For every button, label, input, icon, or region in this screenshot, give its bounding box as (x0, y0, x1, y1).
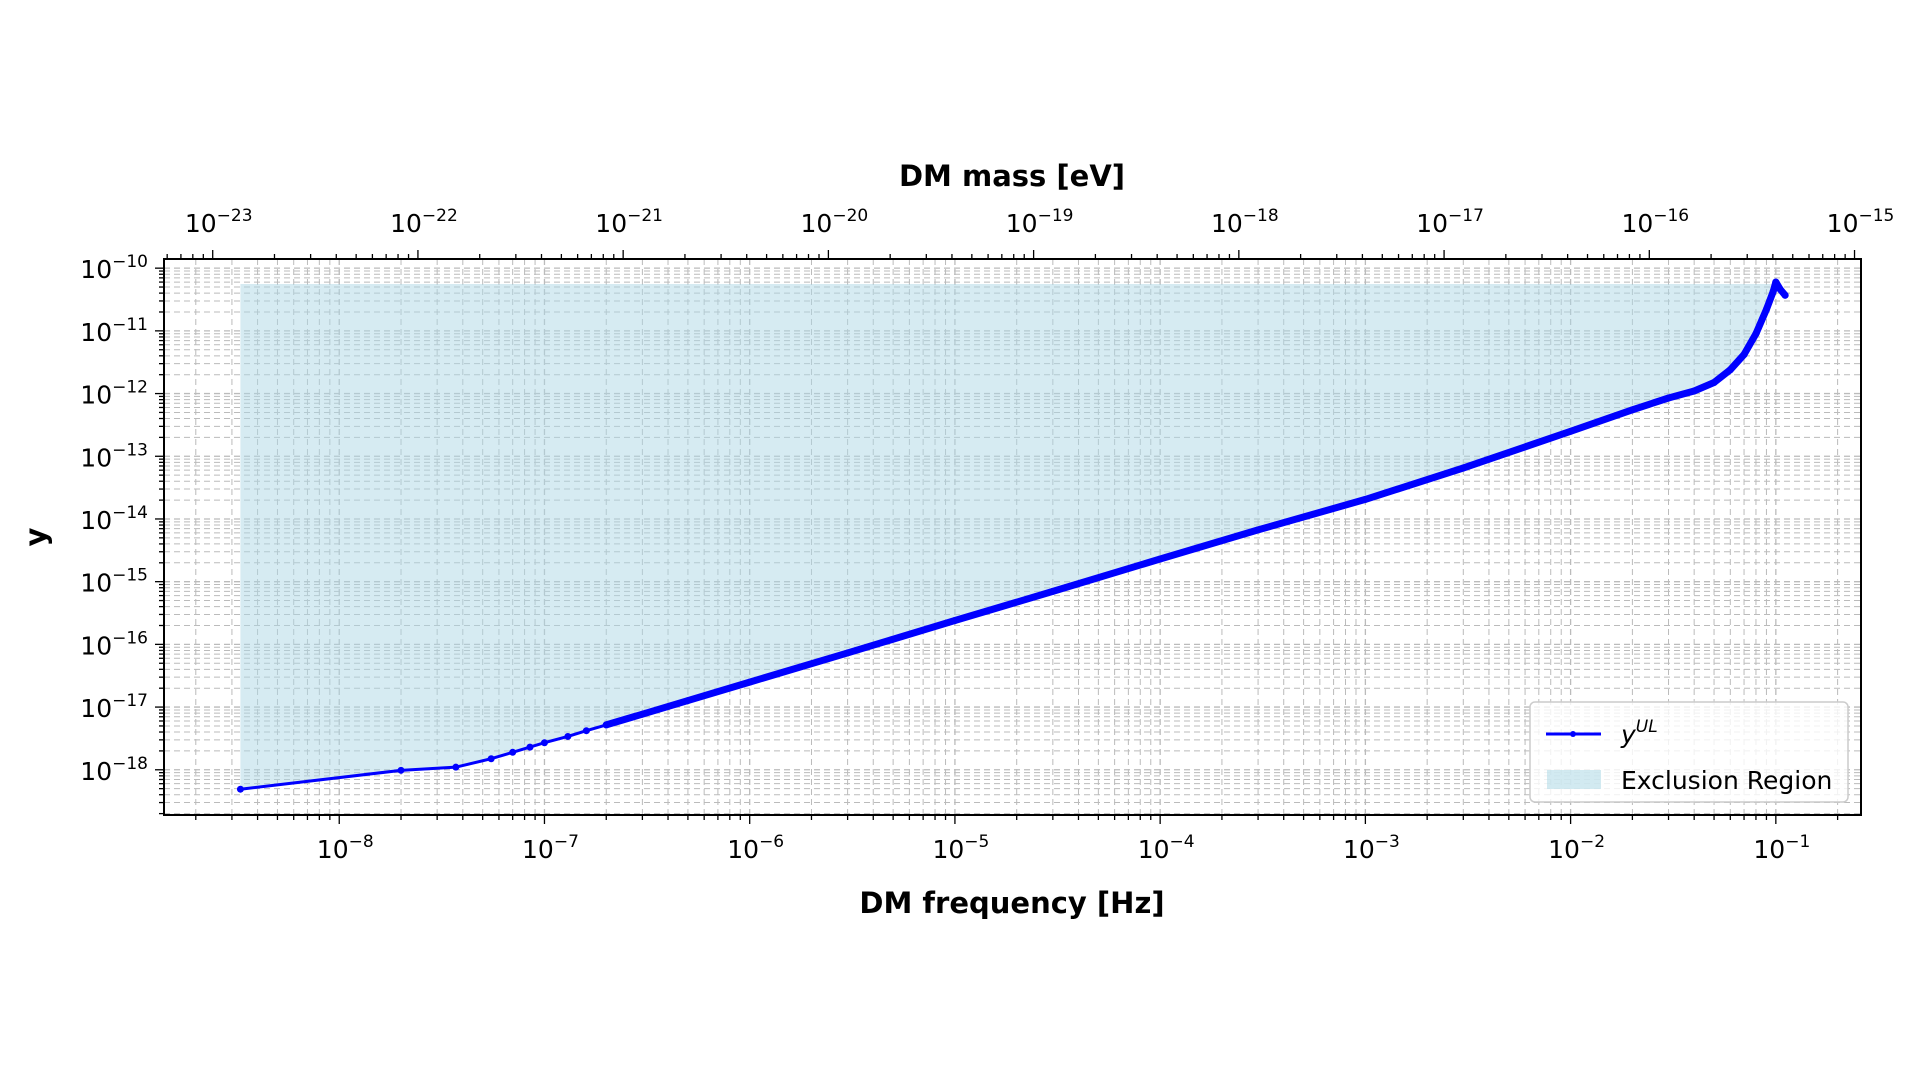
data-point (1772, 278, 1780, 286)
data-point (1567, 427, 1575, 435)
x-tick-label: 10−5 (932, 832, 989, 864)
y-axis-title: y (19, 527, 53, 546)
data-point (844, 649, 852, 657)
data-point (746, 678, 754, 686)
data-point (602, 721, 610, 729)
x2-tick-label: 10−18 (1211, 206, 1279, 238)
data-point (1740, 350, 1748, 358)
data-point (509, 748, 517, 756)
plot-frame (163, 258, 1862, 816)
data-point (1254, 526, 1262, 534)
x2-tick-label: 10−21 (595, 206, 663, 238)
legend-label-yul: yUL (1620, 717, 1658, 749)
data-point (564, 732, 572, 740)
y-tick-label: 10−11 (80, 315, 148, 347)
x-tick-label: 10−6 (727, 832, 784, 864)
data-point (1752, 330, 1760, 338)
legend-label-sup: UL (1636, 717, 1658, 737)
y-tick-label: 10−14 (80, 503, 148, 535)
y-tick-label: 10−15 (80, 566, 148, 598)
data-point (1049, 587, 1057, 595)
y-tick-label: 10−13 (80, 440, 148, 472)
y-tick-label: 10−18 (80, 754, 148, 786)
legend-fill-swatch (1547, 770, 1601, 789)
data-point (684, 697, 692, 705)
x-axis-title: DM frequency [Hz] (859, 886, 1164, 920)
legend-marker (1570, 731, 1576, 737)
x-tick-label: 10−2 (1548, 832, 1605, 864)
x2-tick-label: 10−22 (390, 206, 458, 238)
x-tick-label: 10−1 (1753, 832, 1810, 864)
x-tick-label: 10−4 (1138, 832, 1195, 864)
data-point (1762, 305, 1770, 313)
data-point (487, 755, 495, 763)
series-y-ul (236, 278, 1789, 793)
data-point (236, 785, 244, 793)
x-tick-label: 10−3 (1343, 832, 1400, 864)
data-point (582, 727, 590, 735)
x2-tick-label: 10−20 (801, 206, 869, 238)
x-tick-label: 10−7 (522, 832, 579, 864)
data-point (1769, 288, 1777, 296)
data-point (1781, 291, 1789, 299)
exclusion-region-fill (240, 282, 1776, 790)
data-point (1156, 555, 1164, 563)
data-point (1690, 387, 1698, 395)
data-point (951, 617, 959, 625)
data-point (1726, 366, 1734, 374)
data-point (1361, 495, 1369, 503)
data-point (1665, 394, 1673, 402)
y-tick-label: 10−12 (80, 378, 148, 410)
data-point (1628, 406, 1636, 414)
y-tick-label: 10−16 (80, 628, 148, 660)
legend-box (1529, 701, 1849, 803)
data-point (397, 766, 405, 774)
x2-tick-label: 10−17 (1416, 206, 1484, 238)
y-tick-label: 10−17 (80, 691, 148, 723)
x2-tick-label: 10−16 (1621, 206, 1689, 238)
data-point (540, 739, 548, 747)
x2-axis-title: DM mass [eV] (899, 159, 1125, 193)
x2-tick-label: 10−23 (185, 206, 253, 238)
x2-tick-label: 10−19 (1006, 206, 1074, 238)
data-point (1459, 464, 1467, 472)
legend-label-base: y (1620, 720, 1637, 749)
legend-label-exclusion: Exclusion Region (1621, 766, 1832, 795)
x2-tick-label: 10−15 (1827, 206, 1895, 238)
legend: yUL Exclusion Region (1529, 701, 1849, 803)
data-point (526, 743, 534, 751)
data-point (1710, 379, 1718, 387)
data-point (1776, 285, 1784, 293)
data-point (638, 710, 646, 718)
data-point (452, 763, 460, 771)
x-tick-label: 10−8 (317, 832, 374, 864)
ticks: 10−8 10−7 10−6 10−5 10−4 10−3 10−2 10−1 10−23 10−… (80, 206, 1894, 864)
y-tick-label: 10−10 (80, 252, 148, 284)
